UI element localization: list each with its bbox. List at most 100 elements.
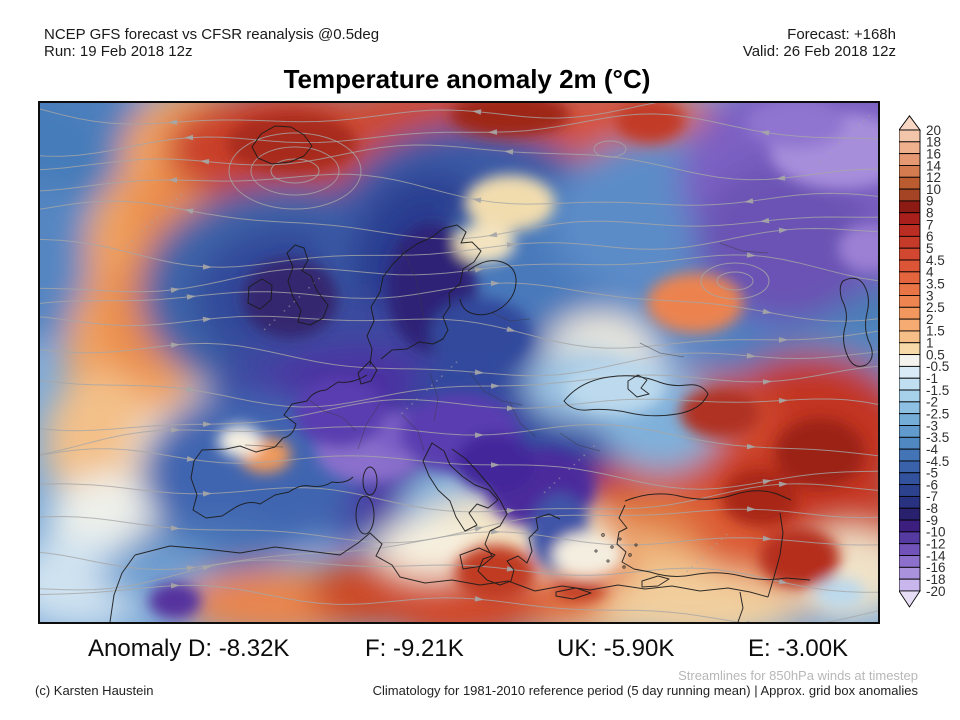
colorbar-box [898,235,921,249]
colorbar-label: -4.5 [926,454,949,469]
coast-finland [459,260,517,316]
colorbar-box [898,129,921,143]
coast-caspian [839,277,873,367]
valid-time: Valid: 26 Feb 2018 12z [742,43,896,60]
anomaly-value-europe: E: -3.00K [748,635,849,662]
copyright: (c) Karsten Haustein [35,683,154,698]
colorbar-box [898,578,921,592]
colorbar-label: 12 [926,170,941,185]
colorbar-box [898,484,921,497]
coast-turkey-west-south [616,504,811,581]
colorbar-box [898,436,921,450]
coast-italy [422,442,499,532]
colorbar-box [898,259,921,273]
colorbar-label: -9 [926,513,938,528]
coast-iceland [251,125,313,165]
colorbar-box [898,365,921,379]
header-left: NCEP GFS forecast vs CFSR reanalysis @0.… [44,26,379,60]
page-title: Temperature anomaly 2m (°C) [283,64,651,94]
colorbar-label: 6 [926,229,934,244]
colorbar-label: -3.5 [926,430,949,445]
colorbar-label: -3 [926,418,938,433]
colorbar-label: -7 [926,489,938,504]
coast-crimea [627,374,650,398]
colorbar-box [898,330,921,344]
colorbar-box [898,342,921,356]
colorbar-box [898,377,921,391]
colorbar-label: -2 [926,395,938,410]
run-info: Run: 19 Feb 2018 12z [44,43,193,60]
streamlines-note: Streamlines for 850hPa winds at timestep [678,668,918,683]
colorbar-label: -1.5 [926,383,949,398]
colorbar-box [898,295,921,308]
coast-sardinia [355,495,375,535]
river-nile [737,591,744,622]
colorbar-box [898,212,921,226]
colorbar-box [898,247,921,261]
colorbar-label: -5 [926,466,938,481]
colorbar: 20 18 16 14 12 10 9 8 7 6 5 4.5 4 3.5 3 2.5 2 1.5 1 0.5 -0.5… [898,115,960,615]
colorbar-box [898,165,921,178]
colorbar-label: 2 [926,312,934,327]
colorbar-box [898,389,921,403]
colorbar-box [898,566,921,580]
coast-turkey-north [624,490,792,502]
coast-denmark [357,360,378,385]
colorbar-box [898,153,921,166]
coast-west-europe-iberia [190,374,368,519]
coast-crete [555,587,592,600]
colorbar-box [898,555,921,568]
colorbar-label: 8 [926,206,934,221]
colorbar-box [898,543,921,556]
colorbar-box [898,519,921,533]
colorbar-box [898,224,921,237]
colorbar-label: 3 [926,288,934,303]
colorbar-label: -16 [926,560,946,575]
aegean-islands [594,533,638,569]
colorbar-box [898,472,921,486]
colorbar-label: 1 [926,336,934,351]
colorbar-label: -0.5 [926,359,949,374]
coast-balkans-greece [451,448,561,586]
colorbar-label: 14 [926,158,942,173]
colorbar-label: -20 [926,584,946,599]
colorbar-box [898,306,921,320]
coast-black-sea [563,375,709,417]
colorbar-label: 9 [926,194,934,209]
country-borders-layer [244,242,769,452]
header-right: Forecast: +168h Valid: 26 Feb 2018 12z [743,26,896,60]
coast-north-africa [134,532,769,598]
colorbar-label: 16 [926,146,941,161]
coast-ireland [247,278,273,310]
colorbar-label: 4.5 [926,253,945,268]
colorbar-box [898,448,921,462]
colorbar-box [898,531,921,545]
colorbar-label: 7 [926,217,934,232]
colorbar-label: 2.5 [926,300,945,315]
coast-morocco-atlantic [109,554,136,622]
forecast-hour: Forecast: +168h [787,26,896,43]
colorbar-label: 1.5 [926,324,945,339]
model-info: NCEP GFS forecast vs CFSR reanalysis @0.… [44,26,380,43]
colorbar-box [898,283,921,296]
colorbar-box [898,141,921,155]
anomaly-map [38,101,880,624]
colorbar-label: 3.5 [926,276,945,291]
colorbar-label: 18 [926,135,941,150]
colorbar-label: -10 [926,525,946,540]
coast-great-britain [286,244,329,326]
colorbar-label: 0.5 [926,347,945,362]
colorbar-label: -12 [926,537,946,552]
colorbar-box [898,413,921,426]
colorbar-box [898,460,921,474]
colorbar-label: 5 [926,241,934,256]
colorbar-box [898,354,921,367]
colorbar-arrow-bottom [898,590,921,608]
colorbar-box [898,176,921,190]
colorbar-box [898,200,921,214]
colorbar-arrow-top [898,115,921,131]
colorbar-label: 4 [926,265,934,280]
streamlines-layer [40,103,878,622]
colorbar-label: -4 [926,442,938,457]
